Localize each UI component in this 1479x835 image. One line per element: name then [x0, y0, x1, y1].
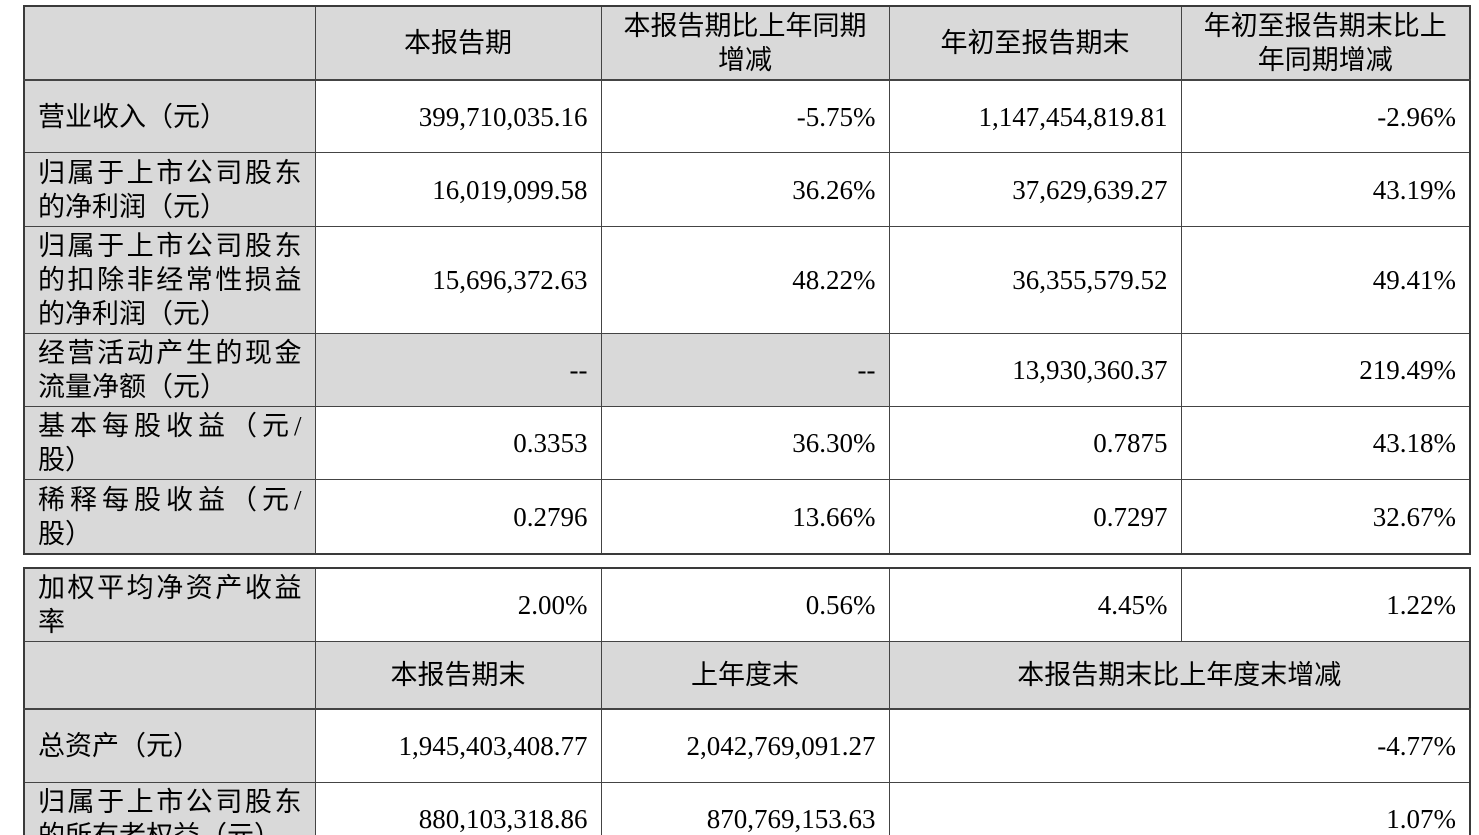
value-cell: 880,103,318.86: [314, 782, 602, 835]
value-cell: 37,629,639.27: [888, 152, 1182, 227]
table-row-owners-equity: 归属于上市公司股东的所有者权益（元） 880,103,318.86 870,76…: [23, 782, 1471, 835]
value-cell: 2,042,769,091.27: [600, 708, 890, 783]
header-empty-cell: [23, 641, 316, 710]
value-cell: 4.45%: [888, 567, 1182, 642]
table-row-net-profit-excl-nonrecurring: 归属于上市公司股东的扣除非经常性损益的净利润（元） 15,696,372.63 …: [23, 226, 1471, 334]
column-header-change-vs-last-year-end: 本报告期末比上年度末增减: [888, 641, 1471, 710]
value-cell: 1,945,403,408.77: [314, 708, 602, 783]
header-empty-cell: [23, 5, 316, 81]
value-cell: 36,355,579.52: [888, 226, 1182, 334]
row-label-cell: 归属于上市公司股东的净利润（元）: [23, 152, 316, 227]
balance-table: 加权平均净资产收益率 2.00% 0.56% 4.45% 1.22% 本报告期末…: [23, 567, 1471, 835]
value-cell: 36.26%: [600, 152, 890, 227]
value-cell: -2.96%: [1180, 79, 1471, 153]
balance-header-row: 本报告期末 上年度末 本报告期末比上年度末增减: [23, 641, 1471, 710]
value-cell: 43.19%: [1180, 152, 1471, 227]
table-row-diluted-eps: 稀释每股收益（元/股） 0.2796 13.66% 0.7297 32.67%: [23, 479, 1471, 555]
value-cell: 0.7875: [888, 406, 1182, 480]
value-cell: 399,710,035.16: [314, 79, 602, 153]
table-row-weighted-roe: 加权平均净资产收益率 2.00% 0.56% 4.45% 1.22%: [23, 567, 1471, 642]
column-header-end-of-period: 本报告期末: [314, 641, 602, 710]
row-label-cell: 归属于上市公司股东的所有者权益（元）: [23, 782, 316, 835]
column-header-ytd-yoy-change: 年初至报告期末比上年同期增减: [1180, 5, 1471, 81]
table-row-revenue: 营业收入（元） 399,710,035.16 -5.75% 1,147,454,…: [23, 79, 1471, 153]
value-cell: 0.7297: [888, 479, 1182, 555]
value-cell: 870,769,153.63: [600, 782, 890, 835]
row-label-cell: 稀释每股收益（元/股）: [23, 479, 316, 555]
value-cell: 1.07%: [888, 782, 1471, 835]
value-cell: 13,930,360.37: [888, 333, 1182, 407]
row-label-cell: 营业收入（元）: [23, 79, 316, 153]
value-cell: 16,019,099.58: [314, 152, 602, 227]
report-tables: 本报告期 本报告期比上年同期增减 年初至报告期末 年初至报告期末比上年同期增减 …: [23, 5, 1471, 835]
table-row-net-profit: 归属于上市公司股东的净利润（元） 16,019,099.58 36.26% 37…: [23, 152, 1471, 227]
value-cell: -4.77%: [888, 708, 1471, 783]
value-cell: 1,147,454,819.81: [888, 79, 1182, 153]
column-header-end-of-last-year: 上年度末: [600, 641, 890, 710]
value-cell: 48.22%: [600, 226, 890, 334]
value-cell: 2.00%: [314, 567, 602, 642]
table-row-basic-eps: 基本每股收益（元/股） 0.3353 36.30% 0.7875 43.18%: [23, 406, 1471, 480]
value-cell: 49.41%: [1180, 226, 1471, 334]
row-label-cell: 总资产（元）: [23, 708, 316, 783]
value-cell: 0.56%: [600, 567, 890, 642]
column-header-current-period: 本报告期: [314, 5, 602, 81]
value-cell: 15,696,372.63: [314, 226, 602, 334]
value-cell: 1.22%: [1180, 567, 1471, 642]
value-cell: 13.66%: [600, 479, 890, 555]
row-label-cell: 基本每股收益（元/股）: [23, 406, 316, 480]
value-cell: 219.49%: [1180, 333, 1471, 407]
table-row-total-assets: 总资产（元） 1,945,403,408.77 2,042,769,091.27…: [23, 708, 1471, 783]
row-label-cell: 经营活动产生的现金流量净额（元）: [23, 333, 316, 407]
column-header-yoy-change: 本报告期比上年同期增减: [600, 5, 890, 81]
column-header-ytd: 年初至报告期末: [888, 5, 1182, 81]
value-cell: 36.30%: [600, 406, 890, 480]
row-label-cell: 归属于上市公司股东的扣除非经常性损益的净利润（元）: [23, 226, 316, 334]
value-cell: 32.67%: [1180, 479, 1471, 555]
table-row-operating-cash-flow: 经营活动产生的现金流量净额（元） -- -- 13,930,360.37 219…: [23, 333, 1471, 407]
summary-table: 本报告期 本报告期比上年同期增减 年初至报告期末 年初至报告期末比上年同期增减 …: [23, 5, 1471, 555]
value-cell: -5.75%: [600, 79, 890, 153]
value-cell: 43.18%: [1180, 406, 1471, 480]
row-label-cell: 加权平均净资产收益率: [23, 567, 316, 642]
summary-header-row: 本报告期 本报告期比上年同期增减 年初至报告期末 年初至报告期末比上年同期增减: [23, 5, 1471, 81]
value-cell: 0.3353: [314, 406, 602, 480]
value-cell-na: --: [600, 333, 890, 407]
value-cell: 0.2796: [314, 479, 602, 555]
value-cell-na: --: [314, 333, 602, 407]
